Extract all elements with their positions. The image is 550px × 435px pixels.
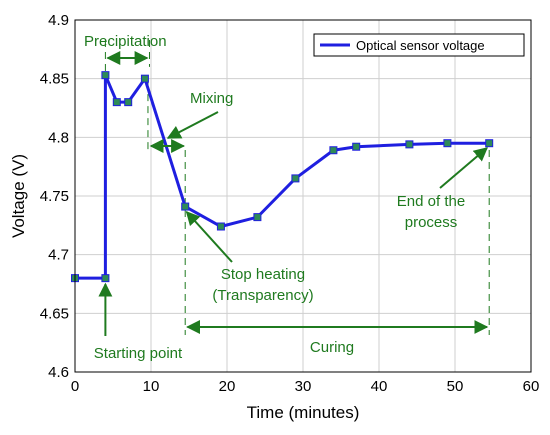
x-tick-label: 40 xyxy=(371,378,388,395)
data-point xyxy=(485,139,494,148)
annotation-starting: Starting point xyxy=(94,345,183,362)
y-tick-label: 4.65 xyxy=(40,305,69,322)
data-point xyxy=(253,213,262,222)
legend: Optical sensor voltage xyxy=(313,33,525,57)
annotation-curing: Curing xyxy=(310,339,354,356)
data-point xyxy=(101,71,110,80)
y-axis-title: Voltage (V) xyxy=(9,154,28,238)
annotation-mixing: Mixing xyxy=(190,90,233,107)
data-point xyxy=(140,74,149,83)
tick-labels: 0 10 20 30 40 50 60 4.6 4.65 4.7 4.75 4.8 4.85 4.9 xyxy=(40,12,540,395)
y-tick-label: 4.6 xyxy=(48,364,69,381)
x-tick-label: 50 xyxy=(447,378,464,395)
plot-frame xyxy=(74,19,532,373)
x-tick-label: 10 xyxy=(143,378,160,395)
series-layer xyxy=(71,71,494,283)
data-point xyxy=(329,146,338,155)
y-tick-label: 4.8 xyxy=(48,129,69,146)
annotation-stop-line1: Stop heating xyxy=(221,266,305,283)
data-point xyxy=(112,98,121,107)
x-tick-label: 0 xyxy=(71,378,79,395)
annotation-end-line1: End of the xyxy=(397,193,465,210)
annotation-layer: Precipitation Mixing End of the process Stop… xyxy=(84,33,489,362)
end-process-arrow xyxy=(439,147,488,189)
data-point xyxy=(181,202,190,211)
y-tick-label: 4.85 xyxy=(40,71,69,88)
x-tick-label: 30 xyxy=(295,378,312,395)
phase-guide-lines xyxy=(104,40,490,335)
grid-lines xyxy=(75,20,531,372)
y-tick-label: 4.75 xyxy=(40,188,69,205)
annotation-end-line2: process xyxy=(405,214,458,231)
legend-entry: Optical sensor voltage xyxy=(356,38,485,53)
data-point xyxy=(291,174,300,183)
x-tick-label: 60 xyxy=(523,378,540,395)
mixing-pointer-arrow xyxy=(166,111,219,139)
data-point xyxy=(352,142,361,151)
annotation-stop-line2: (Transparency) xyxy=(212,287,313,304)
annotation-precipitation: Precipitation xyxy=(84,33,167,50)
stop-heating-arrow xyxy=(185,210,233,263)
y-tick-label: 4.9 xyxy=(48,12,69,29)
data-point xyxy=(405,140,414,149)
y-tick-label: 4.7 xyxy=(48,247,69,264)
data-point xyxy=(443,139,452,148)
x-axis-title: Time (minutes) xyxy=(247,403,360,422)
data-point xyxy=(101,274,110,283)
data-point xyxy=(216,222,225,231)
series-line xyxy=(75,73,490,280)
x-tick-label: 20 xyxy=(219,378,236,395)
legend-box xyxy=(313,33,525,57)
data-point xyxy=(124,98,133,107)
